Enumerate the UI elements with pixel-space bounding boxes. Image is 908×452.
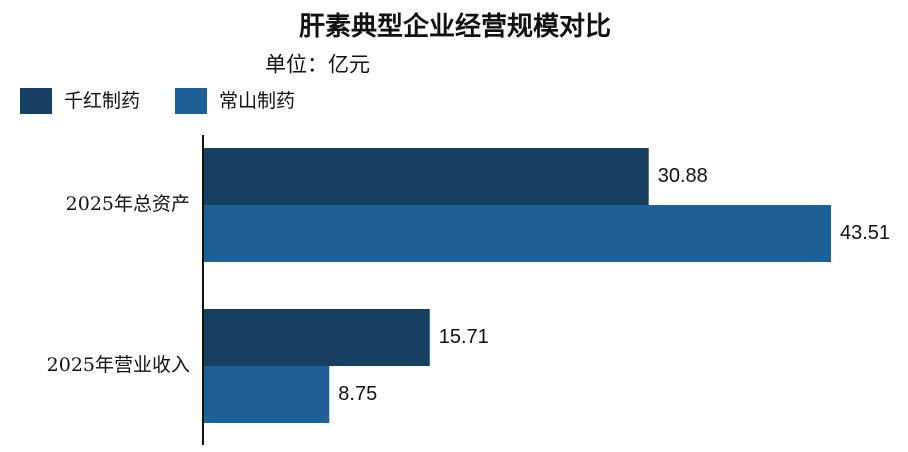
value-label: 8.75 [338,383,377,405]
legend-label: 千红制药 [64,90,140,112]
value-label: 43.51 [840,222,890,244]
value-label: 30.88 [658,165,708,187]
bar [204,148,649,205]
legend-swatch [20,88,52,114]
bar [204,366,330,423]
chart-title: 肝素典型企业经营规模对比 [299,11,611,42]
value-label: 15.71 [439,326,489,348]
category-label: 2025年营业收入 [47,354,190,376]
legend-swatch [175,88,207,114]
bar [204,309,430,366]
chart-subtitle: 单位：亿元 [265,53,370,77]
category-label: 2025年总资产 [66,193,190,215]
legend-label: 常山制药 [219,90,295,112]
bar [204,205,831,262]
